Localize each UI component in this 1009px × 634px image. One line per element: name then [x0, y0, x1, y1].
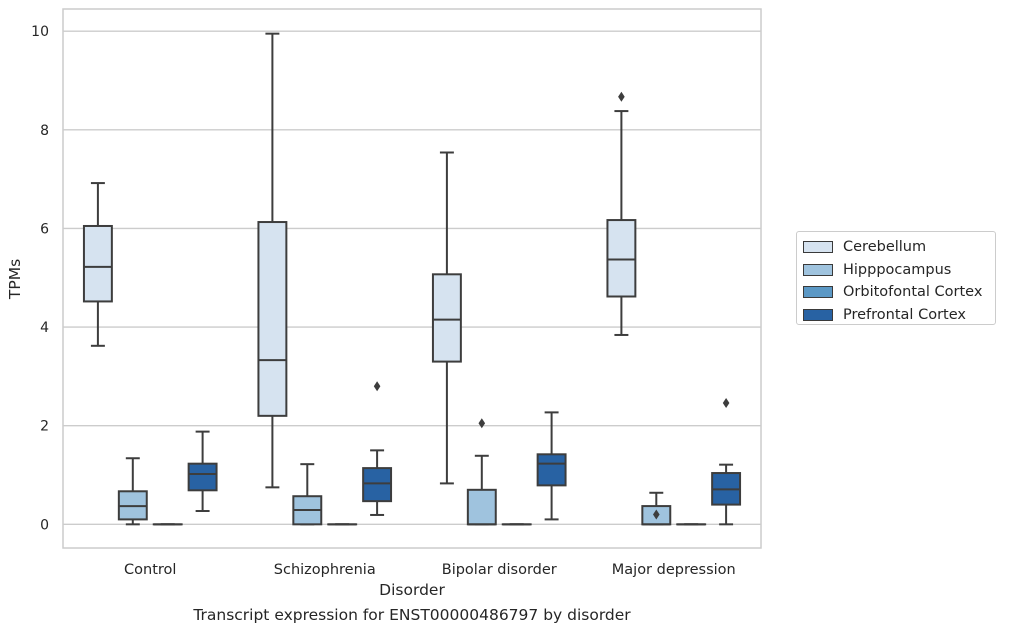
box: [536, 453, 567, 487]
legend-item: Prefrontal Cortex: [803, 304, 995, 327]
y-tick-label: 6: [40, 221, 49, 237]
y-tick-label: 4: [40, 320, 49, 336]
box-series: [82, 32, 742, 526]
y-tick-label: 10: [31, 24, 49, 40]
y-axis-label: TPMs: [6, 259, 24, 300]
y-tick-label: 0: [40, 517, 49, 533]
x-tick-label: Bipolar disorder: [442, 562, 557, 578]
legend-item: Orbitofontal Cortex: [803, 281, 995, 304]
x-tick-labels: Control Schizophrenia Bipolar disorder Majo…: [124, 562, 736, 578]
plot-area: [62, 8, 762, 549]
legend: Cerebellum Hipppocampus Orbitofontal Cor…: [796, 231, 996, 325]
legend-swatch: [803, 286, 833, 299]
outlier-point: [478, 418, 486, 429]
box: [187, 462, 218, 492]
box: [606, 219, 637, 298]
x-tick-label: Major depression: [612, 562, 736, 578]
box: [431, 273, 462, 363]
box: [362, 467, 393, 503]
legend-label: Prefrontal Cortex: [843, 306, 966, 323]
legend-swatch: [803, 308, 833, 321]
legend-swatch: [803, 263, 833, 276]
y-tick-label: 8: [40, 123, 49, 139]
y-tick-label: 2: [40, 419, 49, 435]
outlier-point: [722, 398, 730, 409]
box: [466, 488, 497, 526]
legend-item: Hipppocampus: [803, 259, 995, 282]
box: [257, 221, 288, 417]
legend-label: Orbitofontal Cortex: [843, 284, 983, 301]
legend-swatch: [803, 241, 833, 254]
box: [82, 224, 113, 303]
outlier-point: [373, 381, 381, 392]
legend-label: Cerebellum: [843, 239, 927, 256]
legend-label: Hipppocampus: [843, 261, 952, 278]
outlier-point: [618, 91, 625, 102]
y-tick-labels: 0 2 4 6 8 10: [31, 24, 49, 533]
x-tick-label: Schizophrenia: [274, 562, 376, 578]
x-axis-label: Disorder: [379, 581, 445, 599]
x-tick-label: Control: [124, 562, 176, 578]
legend-item: Cerebellum: [803, 236, 995, 259]
outlier-point: [653, 509, 660, 520]
figure-caption: Transcript expression for ENST0000048679…: [193, 606, 631, 624]
